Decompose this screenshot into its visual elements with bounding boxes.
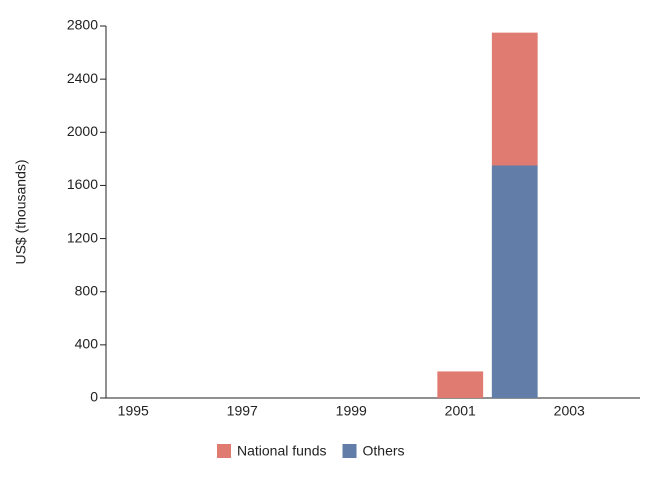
y-tick-label: 1200 <box>67 229 98 245</box>
y-tick-label: 0 <box>90 389 98 405</box>
bar <box>491 32 538 166</box>
y-tick-label: 2000 <box>67 123 98 139</box>
legend-label: Others <box>363 443 405 459</box>
x-tick-label: 1995 <box>118 403 149 419</box>
x-tick-label: 2003 <box>554 403 585 419</box>
y-axis-label: US$ (thousands) <box>13 159 29 264</box>
x-tick-label: 2001 <box>445 403 476 419</box>
legend-swatch <box>217 444 231 458</box>
legend-swatch <box>342 444 357 458</box>
y-tick-label: 2400 <box>67 70 98 86</box>
x-tick-label: 1999 <box>336 403 367 419</box>
y-tick-label: 400 <box>75 336 99 352</box>
y-tick-label: 800 <box>75 282 99 298</box>
bar <box>491 165 538 398</box>
y-tick-label: 1600 <box>67 176 98 192</box>
legend-label: National funds <box>237 443 327 459</box>
bar <box>437 371 484 398</box>
x-tick-label: 1997 <box>227 403 258 419</box>
y-tick-label: 2800 <box>67 17 98 33</box>
